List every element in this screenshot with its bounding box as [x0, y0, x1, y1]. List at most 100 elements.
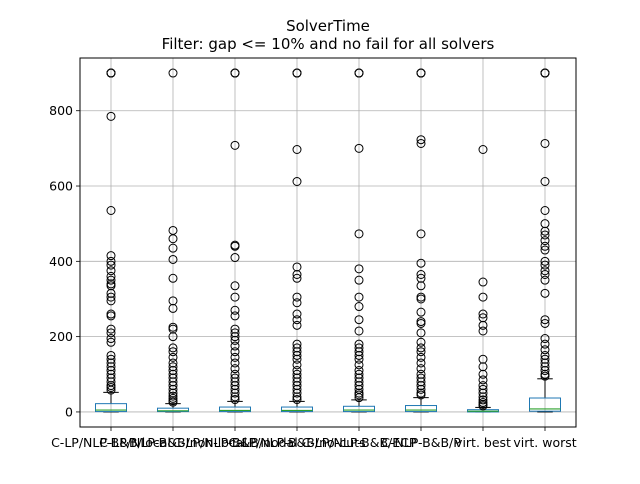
outlier-point	[416, 135, 426, 145]
outlier-point	[416, 358, 426, 368]
outlier-point	[354, 350, 364, 360]
outlier-point	[416, 68, 426, 78]
outlier-point	[540, 339, 550, 349]
x-tick-label: C-LP/NLP-B&B/nodal	[172, 435, 297, 450]
outlier-point	[478, 320, 488, 330]
x-tick-label: C-LP/NLP-B&B/ECP	[302, 435, 417, 450]
outlier-point	[416, 337, 426, 347]
outlier-point	[106, 266, 116, 276]
outlier-point	[168, 243, 178, 253]
outlier-point	[540, 288, 550, 298]
outlier-point	[540, 236, 550, 246]
outlier-point	[416, 307, 426, 317]
outlier-point	[106, 382, 116, 392]
outlier-point	[354, 390, 364, 400]
outlier-point	[292, 388, 302, 398]
outlier-point	[168, 384, 178, 394]
outlier-point	[168, 343, 178, 353]
outlier-point	[168, 393, 178, 403]
outlier-point	[106, 337, 116, 347]
outlier-point	[478, 401, 488, 411]
outlier-point	[230, 352, 240, 362]
outlier-point	[540, 241, 550, 251]
outlier-point	[478, 309, 488, 319]
outlier-point	[168, 332, 178, 342]
outlier-point	[106, 311, 116, 321]
outlier-point	[292, 360, 302, 370]
outlier-point	[230, 364, 240, 374]
outlier-point	[354, 302, 364, 312]
outlier-point	[354, 360, 364, 370]
outlier-point	[540, 68, 550, 78]
outlier-point	[230, 311, 240, 321]
outlier-point	[354, 229, 364, 239]
outlier-point	[168, 254, 178, 264]
outlier-point	[354, 68, 364, 78]
outlier-point	[106, 260, 116, 270]
outlier-point	[416, 390, 426, 400]
outlier-point	[230, 140, 240, 150]
outlier-point	[292, 309, 302, 319]
outlier-point	[292, 144, 302, 154]
outlier-point	[230, 358, 240, 368]
outlier-point	[168, 347, 178, 357]
outlier-point	[230, 335, 240, 345]
outlier-point	[106, 296, 116, 306]
outlier-point	[540, 138, 550, 148]
box-iqr	[405, 405, 437, 413]
outlier-point	[106, 385, 116, 395]
outlier-point	[106, 68, 116, 78]
outlier-point	[292, 68, 302, 78]
outlier-point	[292, 392, 302, 402]
outlier-point	[416, 318, 426, 328]
x-tick-label: C-LP/NLP-B&B/non-local	[99, 435, 247, 450]
outlier-point	[354, 292, 364, 302]
outlier-point	[168, 391, 178, 401]
outlier-point	[540, 260, 550, 270]
outlier-point	[106, 205, 116, 215]
outlier-point	[540, 177, 550, 187]
outlier-point	[540, 315, 550, 325]
outlier-point	[292, 270, 302, 280]
outlier-point	[106, 275, 116, 285]
outlier-point	[230, 341, 240, 351]
outlier-point	[168, 397, 178, 407]
outlier-point	[540, 245, 550, 255]
outlier-point	[230, 292, 240, 302]
x-tick-label: C-LP/NLP-B&B/no-cuts	[228, 435, 365, 450]
outlier-point	[230, 253, 240, 263]
outlier-point	[478, 375, 488, 385]
box-group	[405, 68, 437, 413]
y-tick-label: 0	[65, 404, 73, 419]
box-group	[467, 144, 499, 413]
outlier-point	[292, 395, 302, 405]
outlier-point	[478, 292, 488, 302]
outlier-point	[354, 393, 364, 403]
outlier-point	[106, 251, 116, 261]
x-tick-label: C-NLP-B&B/P	[381, 435, 461, 450]
box-group	[157, 68, 189, 413]
outlier-point	[292, 298, 302, 308]
plot-frame	[79, 57, 577, 428]
box-group	[95, 68, 127, 413]
outlier-point	[416, 270, 426, 280]
box-iqr	[343, 405, 375, 413]
y-tick-label: 800	[49, 103, 73, 118]
outlier-point	[540, 205, 550, 215]
outlier-point	[540, 226, 550, 236]
box-iqr	[281, 406, 313, 413]
outlier-point	[478, 277, 488, 287]
outlier-point	[416, 352, 426, 362]
outlier-point	[416, 294, 426, 304]
outlier-point	[416, 258, 426, 268]
outlier-point	[540, 371, 550, 381]
box-iqr	[157, 407, 189, 413]
outlier-point	[416, 364, 426, 374]
outlier-point	[540, 334, 550, 344]
box-group	[343, 68, 375, 413]
chart-title: SolverTime	[286, 17, 370, 35]
outlier-point	[540, 230, 550, 240]
x-tick-label: C-LP/NLP-B&B/local	[51, 435, 171, 450]
outlier-point	[416, 384, 426, 394]
x-tick-label: virt. best	[455, 435, 511, 450]
